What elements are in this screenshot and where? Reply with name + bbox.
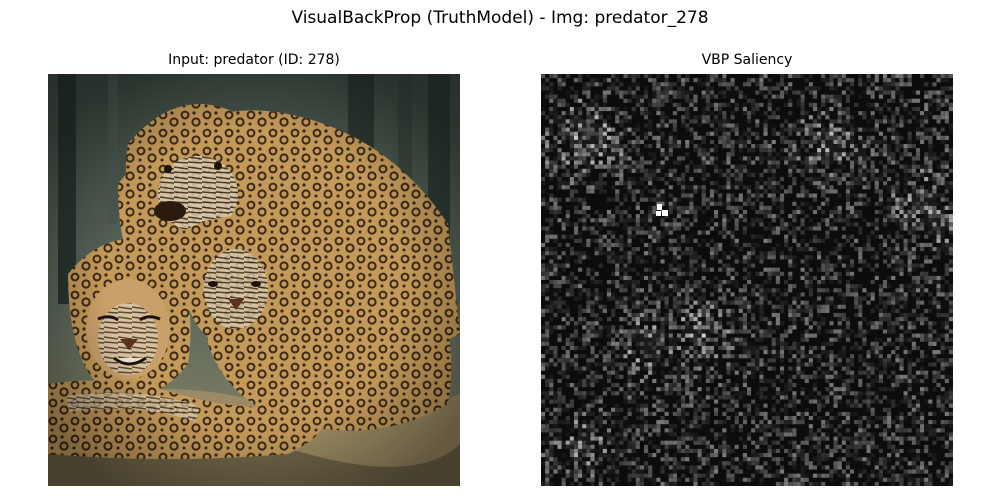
input-image: [48, 74, 460, 486]
input-panel-title: Input: predator (ID: 278): [168, 52, 340, 68]
saliency-panel-title: VBP Saliency: [701, 52, 793, 68]
figure-title: VisualBackProp (TruthModel) - Img: preda…: [291, 8, 709, 28]
input-image-drawing: [48, 74, 460, 486]
saliency-map-drawing: [541, 74, 953, 486]
saliency-map: [541, 74, 953, 486]
